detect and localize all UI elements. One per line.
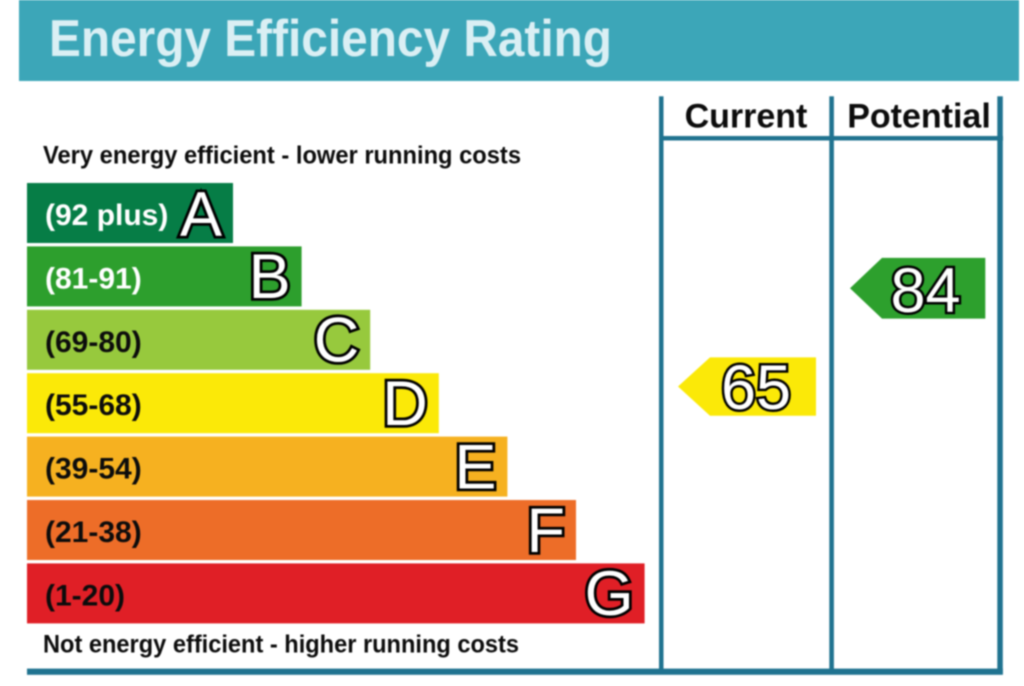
svg-text:(55-68): (55-68) <box>45 389 142 422</box>
svg-text:F: F <box>527 496 565 566</box>
svg-text:(21-38): (21-38) <box>45 516 142 549</box>
svg-text:G: G <box>585 559 634 629</box>
svg-text:Current: Current <box>685 98 808 136</box>
svg-text:B: B <box>249 242 291 312</box>
svg-text:A: A <box>180 179 222 249</box>
svg-text:(92 plus): (92 plus) <box>45 199 168 232</box>
svg-text:E: E <box>454 432 496 502</box>
svg-text:Potential: Potential <box>847 98 991 136</box>
svg-text:D: D <box>382 369 428 439</box>
svg-text:C: C <box>314 306 360 376</box>
svg-text:84: 84 <box>890 256 960 326</box>
svg-text:(1-20): (1-20) <box>45 579 125 612</box>
svg-text:Energy Efficiency Rating: Energy Efficiency Rating <box>49 10 612 68</box>
svg-text:Not energy efficient - higher: Not energy efficient - higher running co… <box>43 631 519 659</box>
svg-text:(39-54): (39-54) <box>45 453 142 486</box>
svg-text:Very energy efficient - lower: Very energy efficient - lower running co… <box>43 142 521 170</box>
svg-text:(81-91): (81-91) <box>45 262 142 295</box>
svg-text:65: 65 <box>721 353 791 423</box>
svg-text:(69-80): (69-80) <box>45 326 142 359</box>
